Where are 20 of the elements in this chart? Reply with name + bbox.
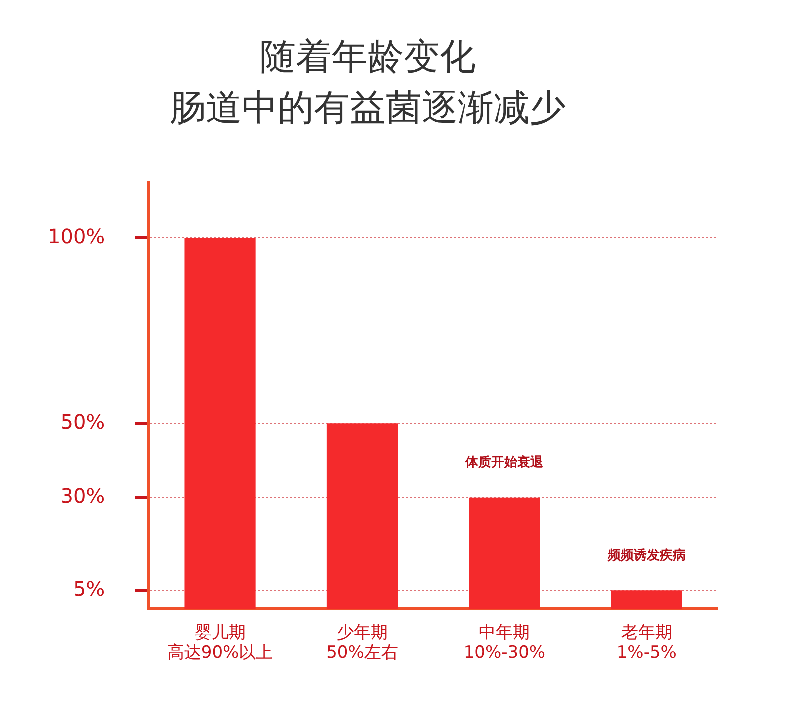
x-tick-label: 中年期: [479, 622, 530, 643]
chart-subtitle: 肠道中的有益菌逐渐减少: [170, 88, 566, 130]
x-tick-label: 婴儿期: [194, 622, 246, 643]
bar: [611, 590, 682, 610]
x-tick-label: 老年期: [621, 622, 672, 643]
bar: [184, 238, 256, 610]
text: 10%-30%: [464, 643, 546, 664]
y-tick-label: 5%: [73, 576, 106, 601]
y-tick-label: 30%: [60, 484, 106, 508]
annotation: 频频诱发疾病: [606, 548, 686, 564]
x-tick-label: 少年期: [336, 622, 388, 643]
chart-title: 随着年龄变化: [260, 36, 476, 78]
bar: [326, 424, 398, 610]
text: 高达90%以上: [167, 643, 274, 664]
bar: [469, 498, 540, 610]
text: 50%左右: [326, 643, 398, 664]
annotation: 体质开始衰退: [464, 454, 545, 471]
y-tick-label: 50%: [60, 410, 106, 434]
text: 1%-5%: [616, 643, 677, 664]
y-tick-label: 100%: [48, 224, 106, 248]
